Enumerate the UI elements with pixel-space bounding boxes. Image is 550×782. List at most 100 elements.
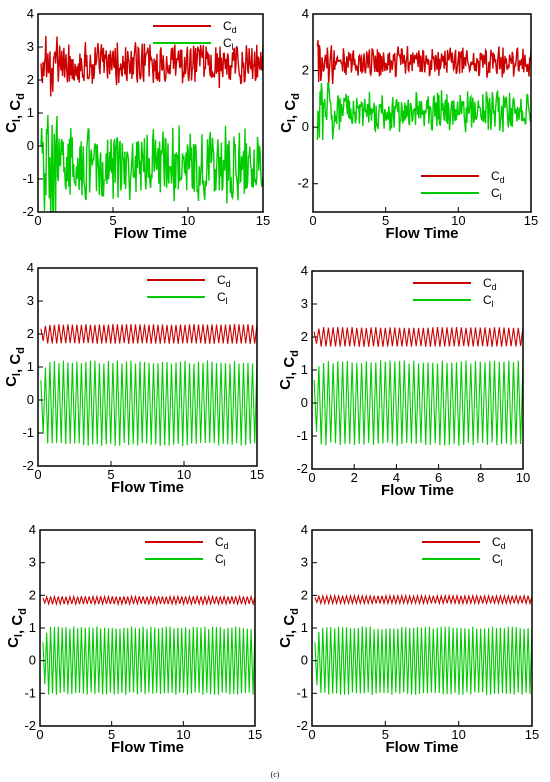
y-tick-label: 2 [27,326,34,341]
y-tick-label: 1 [27,359,34,374]
legend-label-Cd: Cd [215,535,229,551]
y-tick-label: 1 [301,620,308,635]
series-line-Cd [40,35,263,97]
x-axis-label: Flow Time [381,482,454,499]
x-tick-label: 10 [177,467,191,482]
y-tick-label: -2 [296,718,308,733]
y-tick-label: 4 [29,522,36,537]
y-axis-label: Cl, Cd [5,608,29,648]
y-tick-label: -1 [24,685,36,700]
y-tick-label: 1 [29,620,36,635]
x-tick-label: 0 [308,470,315,485]
y-tick-label: -2 [297,176,309,191]
x-tick-label: 15 [250,467,264,482]
y-tick-label: 0 [301,653,308,668]
y-tick-label: 4 [301,522,308,537]
x-tick-label: 15 [525,727,539,742]
y-axis-label: Cl, Cd [278,93,302,133]
y-tick-label: 3 [301,296,308,311]
x-tick-label: 0 [309,213,316,228]
x-tick-label: 15 [524,213,538,228]
x-axis-label: Flow Time [385,739,458,756]
series-line-Cd [313,327,523,347]
x-tick-label: 4 [393,470,400,485]
series-line-Cl [314,626,532,696]
series-line-Cd [40,324,257,344]
y-tick-label: 3 [301,555,308,570]
legend-label-Cl: Cl [483,293,494,309]
y-tick-label: 0 [301,395,308,410]
x-tick-label: 15 [256,213,270,228]
x-tick-label: 5 [108,727,115,742]
legend-label-Cl: Cl [223,36,234,52]
plot-frame [312,13,532,213]
x-tick-label: 8 [477,470,484,485]
x-tick-label: 2 [351,470,358,485]
y-tick-label: 1 [27,105,34,120]
y-axis-label: Cl, Cd [3,93,27,133]
x-axis-label: Flow Time [111,739,184,756]
x-tick-label: 10 [176,727,190,742]
x-tick-label: 6 [435,470,442,485]
y-tick-label: 4 [302,6,309,21]
y-tick-label: -1 [296,685,308,700]
series-line-Cd [42,594,255,607]
legend-label-Cd: Cd [217,273,231,289]
y-tick-label: 4 [301,263,308,278]
series-line-Cl [40,360,257,447]
x-tick-label: 10 [451,213,465,228]
legend-label-Cd: Cd [492,535,506,551]
legend-label-Cl: Cl [492,552,503,568]
figure-caption: (c) [271,770,280,779]
y-tick-label: -2 [22,204,34,219]
x-tick-label: 15 [248,727,262,742]
series-line-Cl [313,360,523,446]
y-tick-label: 0 [302,119,309,134]
legend-label-Cl: Cl [217,290,228,306]
y-axis-label: Cl, Cd [277,608,301,648]
legend-label-Cd: Cd [491,169,505,185]
x-tick-label: 0 [34,213,41,228]
y-tick-label: 2 [29,587,36,602]
y-tick-label: -1 [22,171,34,186]
series-line-Cd [314,593,532,606]
x-tick-label: 10 [181,213,195,228]
x-tick-label: 0 [34,467,41,482]
y-tick-label: 0 [27,392,34,407]
y-axis-label: Cl, Cd [277,350,301,390]
y-tick-label: -1 [296,428,308,443]
y-tick-label: 1 [301,362,308,377]
x-axis-label: Flow Time [385,225,458,242]
y-tick-label: 0 [29,653,36,668]
y-tick-label: 3 [27,39,34,54]
series-line-Cl [316,82,531,141]
x-tick-label: 5 [107,467,114,482]
legend-label-Cd: Cd [483,276,497,292]
legend-label-Cl: Cl [215,552,226,568]
y-tick-label: 2 [301,329,308,344]
x-tick-label: 10 [516,470,530,485]
x-tick-label: 0 [308,727,315,742]
y-tick-label: 4 [27,260,34,275]
y-tick-label: 2 [302,63,309,78]
series-line-Cl [40,114,263,212]
legend-label-Cd: Cd [223,19,237,35]
x-tick-label: 5 [382,727,389,742]
x-axis-label: Flow Time [111,479,184,496]
x-tick-label: 5 [382,213,389,228]
x-axis-label: Flow Time [114,225,187,242]
y-tick-label: 3 [27,293,34,308]
series-line-Cl [42,626,255,695]
y-axis-label: Cl, Cd [3,347,27,387]
y-tick-label: 2 [301,587,308,602]
series-line-Cd [316,40,531,85]
y-tick-label: 3 [29,555,36,570]
